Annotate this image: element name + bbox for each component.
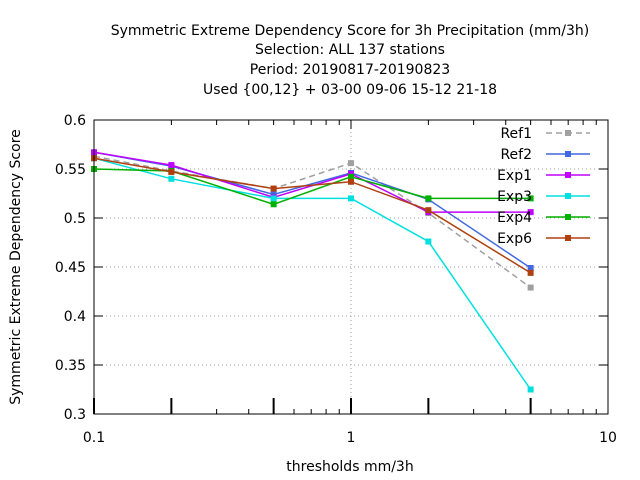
data-point: [348, 195, 354, 202]
legend-label: Exp4: [497, 210, 532, 226]
data-point: [527, 386, 534, 393]
series-line: [93, 157, 532, 390]
legend-item-ref1: Ref1: [500, 126, 590, 142]
data-point: [425, 207, 432, 214]
legend-item-exp3: Exp3: [497, 189, 590, 205]
data-point: [348, 178, 354, 185]
data-point: [527, 195, 534, 202]
legend-label: Exp6: [497, 231, 532, 247]
series-line: [93, 168, 531, 206]
y-tick-label: 0.6: [64, 113, 86, 129]
data-point: [270, 201, 277, 208]
y-tick-label: 0.4: [64, 309, 86, 325]
legend-swatch-marker: [565, 172, 571, 178]
data-point: [348, 160, 354, 167]
x-tick-label: 0.1: [83, 430, 105, 446]
legend-swatch-marker: [565, 235, 571, 241]
legend-label: Ref1: [500, 126, 532, 142]
legend-swatch-marker: [565, 130, 571, 136]
y-tick-label: 0.5: [64, 211, 86, 227]
legend-item-ref2: Ref2: [500, 147, 590, 163]
legend-label: Ref2: [500, 147, 532, 163]
data-point: [168, 162, 175, 169]
series-line: [93, 155, 532, 289]
y-tick-labels: 0.3 0.35 0.4 0.45 0.5 0.55 0.6: [55, 113, 86, 423]
y-tick-label: 0.3: [64, 407, 86, 423]
data-point: [527, 209, 534, 216]
chart-title-line-1: Symmetric Extreme Dependency Score for 3…: [111, 23, 590, 39]
legend-swatch-marker: [565, 214, 571, 220]
data-point: [425, 238, 432, 245]
x-tick-label: 10: [599, 430, 617, 446]
series-line: [93, 151, 531, 213]
series-line: [93, 151, 532, 269]
legend-item-exp4: Exp4: [497, 210, 590, 226]
series-ref1: [91, 153, 534, 291]
data-point: [270, 195, 277, 202]
x-tick-labels: 0.1 1 10: [83, 430, 617, 446]
y-tick-label: 0.35: [55, 358, 86, 374]
data-point: [168, 168, 175, 175]
legend-swatch-marker: [565, 193, 571, 199]
series-exp4: [91, 166, 534, 208]
chart-title-line-3: Period: 20190817-20190823: [250, 62, 450, 78]
data-series: [91, 149, 534, 393]
series-exp1: [91, 149, 534, 216]
data-point: [425, 195, 432, 202]
x-tick-label: 1: [347, 430, 356, 446]
data-point: [348, 173, 354, 180]
x-axis-label: thresholds mm/3h: [286, 459, 413, 475]
data-point: [270, 185, 277, 192]
y-tick-label: 0.45: [55, 260, 86, 276]
data-point: [527, 284, 534, 291]
legend-item-exp1: Exp1: [497, 168, 590, 184]
data-point: [168, 175, 175, 182]
series-line: [93, 157, 531, 274]
chart-title-line-4: Used {00,12} + 03-00 09-06 15-12 21-18: [203, 82, 497, 98]
legend-item-exp6: Exp6: [497, 231, 590, 247]
y-tick-label: 0.55: [55, 162, 86, 178]
legend: Ref1 Ref2 Exp1 Exp3 Exp4 Exp6: [497, 126, 590, 247]
data-point: [527, 269, 534, 276]
legend-label: Exp1: [497, 168, 532, 184]
plot-frame: [93, 119, 609, 415]
legend-label: Exp3: [497, 189, 532, 205]
legend-swatch-marker: [565, 151, 571, 157]
series-exp6: [91, 155, 534, 276]
data-point: [527, 264, 534, 271]
chart-title-line-2: Selection: ALL 137 stations: [255, 42, 445, 58]
y-axis-label: Symmetric Extreme Dependency Score: [8, 129, 24, 405]
